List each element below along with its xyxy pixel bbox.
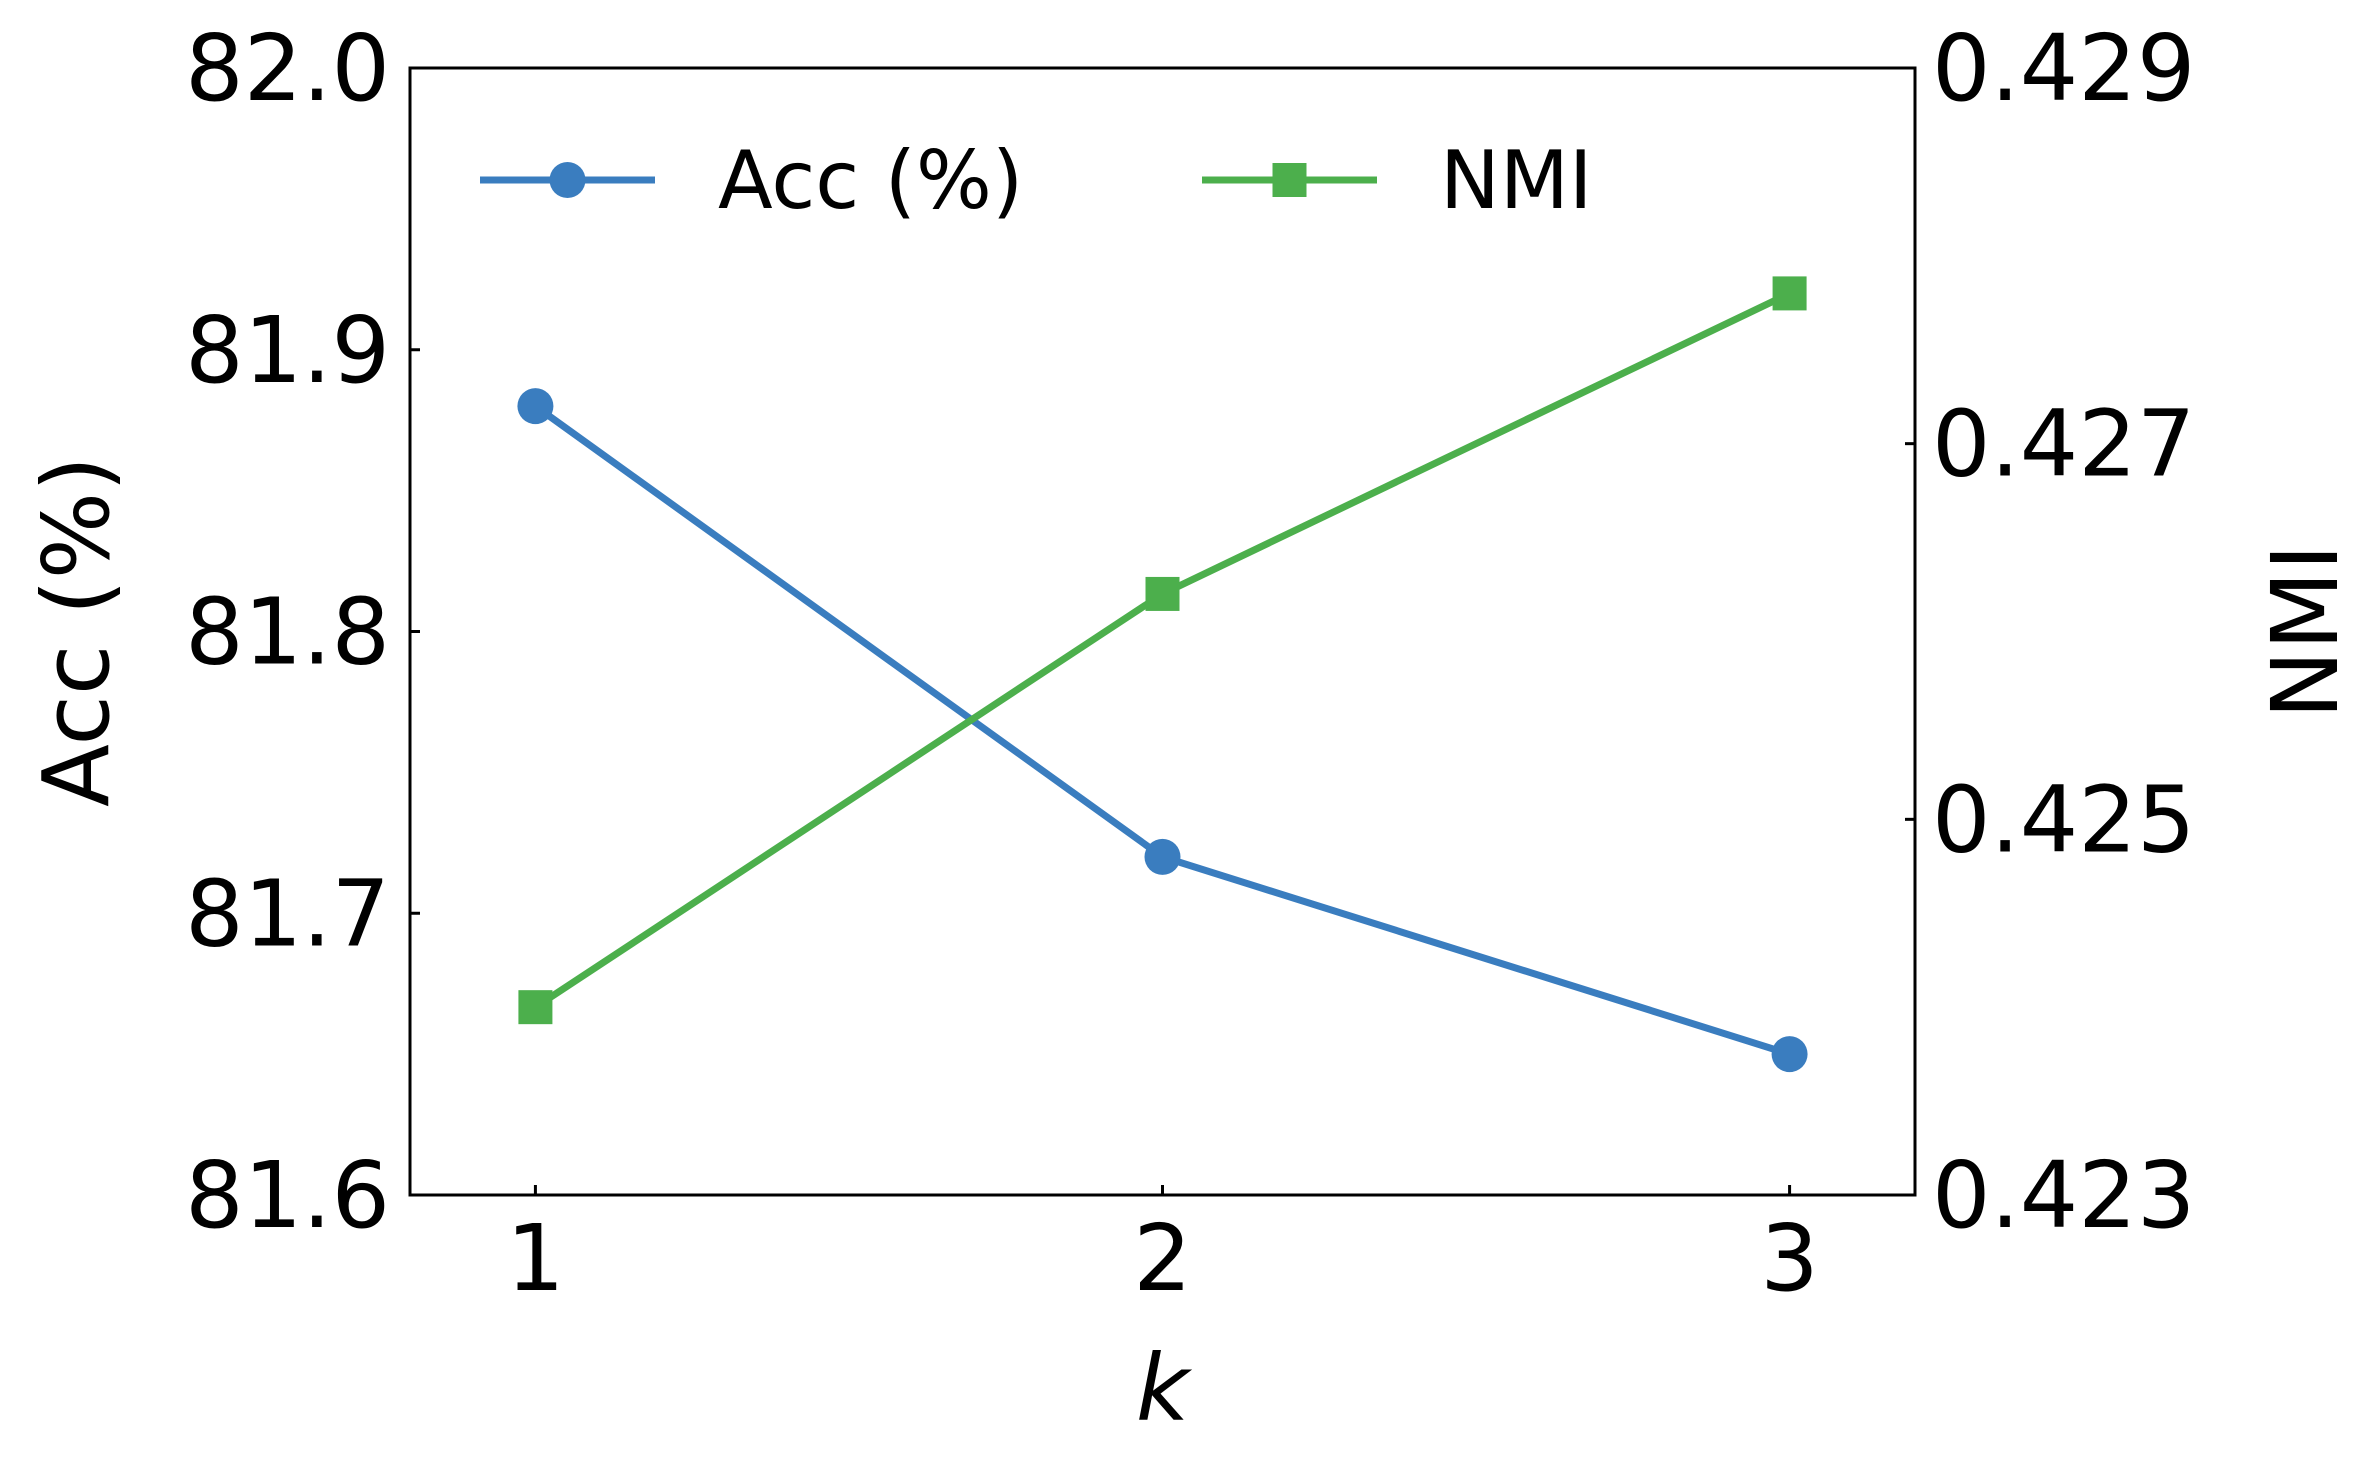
legend-nmi-marker xyxy=(1272,163,1307,197)
legend-acc-label: Acc (%) xyxy=(718,134,1023,227)
right-tick-label: 0.427 xyxy=(1932,391,2195,498)
right-tick-label: 0.423 xyxy=(1932,1142,2195,1249)
left-tick-label: 82.0 xyxy=(185,15,390,122)
x-tick-label: 2 xyxy=(1133,1205,1192,1312)
x-tick-label: 1 xyxy=(506,1205,565,1312)
acc-data-point xyxy=(1144,838,1181,875)
left-tick-label: 81.8 xyxy=(185,579,390,686)
acc-data-point xyxy=(1771,1036,1808,1073)
x-axis-label: k xyxy=(1136,1335,1193,1442)
left-tick-label: 81.6 xyxy=(185,1142,390,1249)
left-axis-label: Acc (%) xyxy=(23,456,130,807)
legend-acc-marker xyxy=(549,162,586,198)
nmi-data-point xyxy=(1145,576,1180,611)
nmi-data-point xyxy=(1772,276,1807,311)
right-tick-label: 0.429 xyxy=(1932,15,2195,122)
nmi-series-line xyxy=(533,290,1792,1011)
legend-nmi-label: NMI xyxy=(1440,134,1592,227)
right-tick-label: 0.425 xyxy=(1932,766,2195,873)
left-tick-label: 81.9 xyxy=(185,297,390,404)
left-tick-label: 81.7 xyxy=(185,860,390,967)
x-tick-label: 3 xyxy=(1760,1205,1819,1312)
nmi-data-point xyxy=(518,990,553,1025)
right-axis-label: NMI xyxy=(2252,544,2359,719)
acc-series-line xyxy=(533,403,1791,1058)
acc-data-point xyxy=(517,388,554,425)
